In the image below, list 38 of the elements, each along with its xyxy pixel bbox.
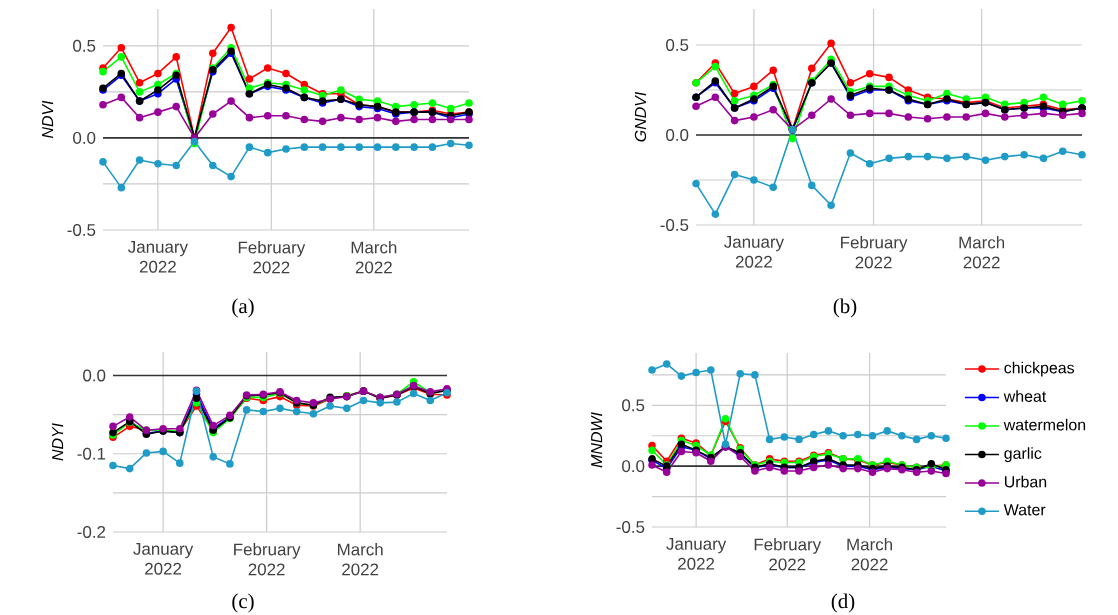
y-tick-label: 0.0 — [83, 369, 106, 382]
y-tick-label: 0.5 — [73, 39, 96, 52]
y-tick-label: -0.5 — [67, 224, 96, 236]
y-tick-label: 0.5 — [666, 39, 689, 51]
x-tick-label: February 2022 — [234, 543, 301, 576]
y-tick-label: 0.0 — [666, 129, 689, 141]
y-axis-title: GNDVI — [634, 91, 647, 142]
y-tick-label: 0.0 — [622, 460, 645, 473]
y-tick-label: 0.5 — [622, 399, 645, 412]
legend-label: wheat — [1003, 390, 1047, 402]
y-axis-title: MNDWI — [591, 412, 603, 468]
legend-label: chickpeas — [1004, 361, 1075, 377]
y-axis-title: NDVI — [42, 100, 54, 139]
x-tick-label: March 2022 — [338, 543, 383, 576]
x-tick-label: February 2022 — [841, 236, 908, 269]
text: (c) — [232, 593, 254, 613]
x-tick-label: February 2022 — [754, 538, 822, 571]
x-tick-label: March 2022 — [847, 538, 892, 571]
x-tick-label: March 2022 — [959, 236, 1005, 269]
y-tick-label: 0.0 — [73, 131, 96, 144]
x-tick-label: January 2022 — [666, 538, 727, 570]
y-axis-title: NDYI — [52, 423, 64, 461]
y-tick-label: -0.1 — [77, 447, 106, 460]
y-tick-label: -0.2 — [77, 526, 106, 538]
x-tick-label: January 2022 — [128, 241, 188, 273]
x-tick-label: February 2022 — [238, 241, 306, 274]
x-tick-label: March 2022 — [351, 241, 397, 274]
legend-label: Water — [1003, 504, 1046, 516]
legend-label: Urban — [1004, 475, 1047, 488]
x-tick-label: January 2022 — [724, 236, 784, 268]
text: (b) — [833, 298, 857, 318]
text: (a) — [232, 298, 254, 318]
y-tick-label: -0.5 — [616, 521, 645, 533]
y-tick-label: -0.5 — [660, 219, 689, 231]
legend-label: garlic — [1004, 447, 1042, 463]
text: (d) — [831, 593, 855, 613]
x-tick-label: January 2022 — [133, 543, 194, 575]
legend-label: watermelon — [1003, 418, 1086, 431]
